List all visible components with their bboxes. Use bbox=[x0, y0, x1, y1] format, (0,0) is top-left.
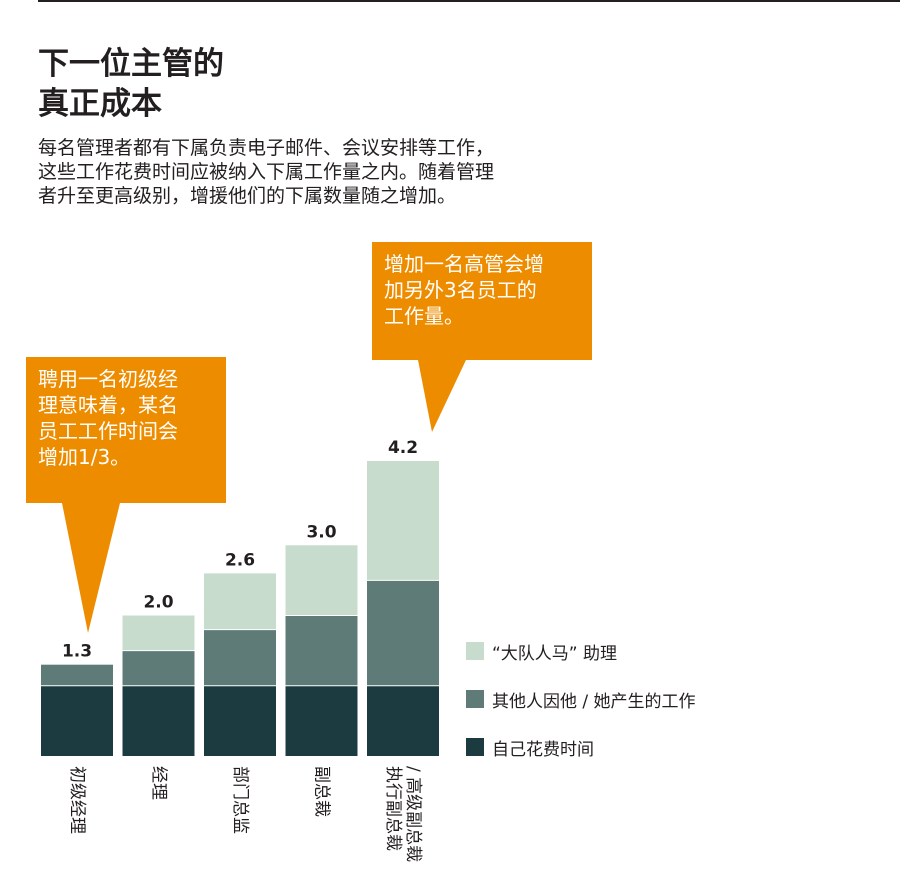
legend-item-support: “大队人马” 助理 bbox=[466, 637, 696, 665]
total-label: 3.0 bbox=[306, 522, 336, 542]
legend-label: 自己花费时间 bbox=[492, 739, 594, 760]
callout-pointer bbox=[62, 503, 120, 633]
bar-segment bbox=[367, 461, 439, 581]
callout-line: 增加一名高管会增 bbox=[384, 252, 544, 276]
bar-segment bbox=[285, 545, 358, 616]
bar-segment bbox=[122, 685, 195, 756]
bar-segment bbox=[122, 650, 195, 686]
category-label: 部门总监 bbox=[230, 766, 250, 834]
legend-label: “大队人马” 助理 bbox=[492, 643, 618, 664]
bar-segment bbox=[204, 573, 276, 630]
subtitle-line: 者升至更高级别，增援他们的下属数量随之增加。 bbox=[38, 185, 457, 207]
legend-item-own: 自己花费时间 bbox=[466, 733, 696, 761]
category-label: 执行副总裁 bbox=[383, 766, 403, 851]
chart-title: 下一位主管的 真正成本 bbox=[38, 44, 224, 124]
total-label: 2.0 bbox=[143, 593, 173, 613]
callout-line: 聘用一名初级经 bbox=[38, 367, 178, 391]
bar-segment bbox=[122, 615, 195, 651]
callout-pointer bbox=[418, 360, 466, 432]
callout-executive: 增加一名高管会增 加另外3名员工的 工作量。 bbox=[372, 242, 592, 360]
callout-line: 增加1/3。 bbox=[38, 445, 131, 469]
bar-segment bbox=[41, 685, 113, 756]
legend-item-others: 其他人因他 / 她产生的工作 bbox=[466, 685, 696, 713]
total-label: 1.3 bbox=[62, 642, 92, 662]
subtitle-line: 这些工作花费时间应被纳入下属工作量之内。随着管理 bbox=[38, 161, 495, 183]
bar-segment bbox=[204, 629, 276, 686]
bar-segment bbox=[285, 615, 358, 686]
bar-segment bbox=[204, 685, 276, 756]
legend-swatch-others bbox=[466, 690, 484, 708]
top-rule bbox=[38, 0, 900, 2]
category-label: / 高级副总裁 bbox=[403, 766, 423, 862]
bars-layer: 1.3 初级经理 2.0 经理 2.6 部门总监 3.0 副总裁 4.2 执行副总裁 / 高级副总裁 bbox=[41, 438, 439, 862]
total-label: 2.6 bbox=[225, 550, 255, 570]
title-line: 真正成本 bbox=[38, 86, 162, 122]
legend-swatch-own bbox=[466, 738, 484, 756]
callout-junior-manager: 聘用一名初级经 理意味着，某名 员工工作时间会 增加1/3。 bbox=[26, 357, 226, 503]
legend-label: 其他人因他 / 她产生的工作 bbox=[492, 691, 696, 712]
legend: “大队人马” 助理 其他人因他 / 她产生的工作 自己花费时间 bbox=[466, 637, 696, 781]
category-label: 初级经理 bbox=[67, 766, 87, 834]
callout-line: 理意味着，某名 bbox=[38, 393, 178, 417]
bar-segment bbox=[285, 685, 358, 756]
callout-line: 加另外3名员工的 bbox=[384, 278, 537, 302]
bar-segment bbox=[367, 685, 439, 756]
callout-line: 员工工作时间会 bbox=[38, 419, 178, 443]
chart-subtitle: 每名管理者都有下属负责电子邮件、会议安排等工作， 这些工作花费时间应被纳入下属工… bbox=[38, 136, 494, 208]
legend-swatch-support bbox=[466, 642, 484, 660]
title-line: 下一位主管的 bbox=[38, 46, 224, 82]
bar-segment bbox=[41, 664, 113, 686]
bar-segment bbox=[367, 580, 439, 686]
subtitle-line: 每名管理者都有下属负责电子邮件、会议安排等工作， bbox=[38, 137, 495, 159]
total-label: 4.2 bbox=[388, 438, 418, 458]
category-label: 副总裁 bbox=[312, 766, 332, 817]
category-label: 经理 bbox=[149, 766, 169, 800]
callout-line: 工作量。 bbox=[384, 304, 464, 328]
